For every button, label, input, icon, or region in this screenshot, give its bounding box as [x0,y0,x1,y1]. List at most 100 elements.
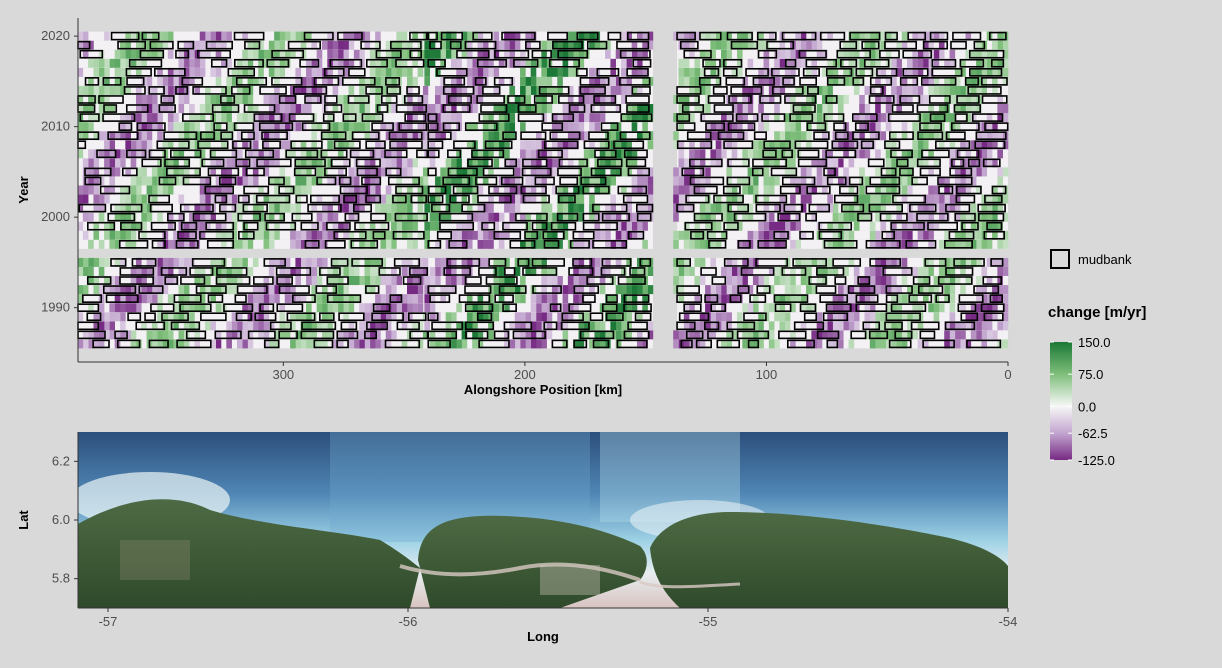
heatmap-cell [226,104,232,114]
heatmap-cell [710,321,717,331]
heatmap-cell [88,212,94,222]
heatmap-cell [498,294,505,304]
heatmap-cell [135,49,142,59]
heatmap-cell [316,158,323,168]
heatmap-cell [151,31,158,41]
mudbank-box [388,131,423,141]
heatmap-cell [885,176,892,186]
heatmap-cell [391,149,397,159]
heatmap-cell [493,140,500,150]
heatmap-cell [605,140,611,150]
heatmap-cell [747,285,754,295]
mudbank-box [959,58,985,68]
mudbank-box [869,176,901,186]
mudbank-box [200,131,215,141]
heatmap-cell [343,31,349,41]
heatmap-cell [790,276,796,286]
heatmap-cell [461,31,468,41]
heatmap-cell [525,194,531,204]
mudbank-box [150,303,175,313]
mudbank-box [386,86,401,95]
mudbank-box [427,140,444,150]
heatmap-cell [843,221,849,231]
heatmap-cell [843,266,849,276]
mudbank-box [794,140,829,150]
heatmap-cell [125,212,131,222]
heatmap-cell [954,67,961,77]
heatmap-cell [837,131,844,141]
heatmap-cell [236,158,243,168]
heatmap-cell [125,140,131,150]
mudbank-box [957,303,977,313]
heatmap-cell [178,104,185,114]
mudbank-box [792,258,827,267]
heatmap-cell [546,276,553,286]
heatmap-cell [800,131,807,141]
heatmap-cell [726,203,732,213]
heatmap-cell [450,276,457,286]
heatmap-cell [859,67,865,77]
mudbank-box [380,95,398,104]
heatmap-cell [380,158,387,168]
heatmap-cell [705,203,711,213]
heatmap-cell [146,203,153,213]
heatmap-cell [162,104,169,114]
heatmap-cell [306,330,312,340]
heatmap-cell [960,230,966,240]
heatmap-cell [141,230,147,240]
heatmap-cell [621,230,627,240]
mudbank-box [757,49,778,59]
heatmap-cell [795,185,802,195]
heatmap-cell [885,303,892,313]
heatmap-cell [768,185,775,195]
heatmap-cell [98,303,105,313]
heatmap-cell [869,113,876,123]
heatmap-cell [736,31,743,41]
mudbank-box [755,203,781,213]
mudbank-box [572,258,593,267]
heatmap-cell [530,303,537,313]
heatmap-cell [843,312,849,322]
heatmap-cell [82,185,89,195]
heatmap-cell [853,203,860,213]
mudbank-box [301,122,331,131]
heatmap-cell [385,339,392,349]
heatmap-cell [300,85,307,95]
heatmap-cell [130,31,137,41]
heatmap-cell [525,58,531,68]
heatmap-cell [795,58,802,68]
heatmap-cell [242,140,248,150]
heatmap-cell [944,85,950,95]
heatmap-cell [768,285,775,295]
mudbank-box [793,321,825,331]
heatmap-cell [380,140,387,150]
heatmap-cell [779,294,786,304]
heatmap-cell [221,176,227,186]
heatmap-cell [541,221,547,231]
heatmap-cell [880,40,887,50]
heatmap-cell [385,294,392,304]
mudbank-box [161,312,189,322]
mudbank-box [102,285,137,294]
mudbank-box [891,104,914,113]
mudbank-box [865,239,901,249]
heatmap-cell [551,239,558,249]
heatmap-cell [226,330,232,340]
heatmap-cell [109,58,116,68]
heatmap-cell [88,239,94,249]
heatmap-cell [986,194,993,204]
heatmap-cell [369,330,376,340]
heatmap-cell [380,122,387,132]
heatmap-cell [864,312,871,322]
heatmap-cell [726,113,732,123]
heatmap-cell [359,203,365,213]
heatmap-cell [678,194,685,204]
map-y-tick-label: 6.2 [52,453,70,468]
heatmap-cell [594,122,601,132]
heatmap-cell [912,330,918,340]
heatmap-cell [369,339,376,349]
heatmap-cell [992,67,998,77]
heatmap-cell [205,49,211,59]
heatmap-cell [642,176,648,186]
heatmap-cell [396,185,402,195]
